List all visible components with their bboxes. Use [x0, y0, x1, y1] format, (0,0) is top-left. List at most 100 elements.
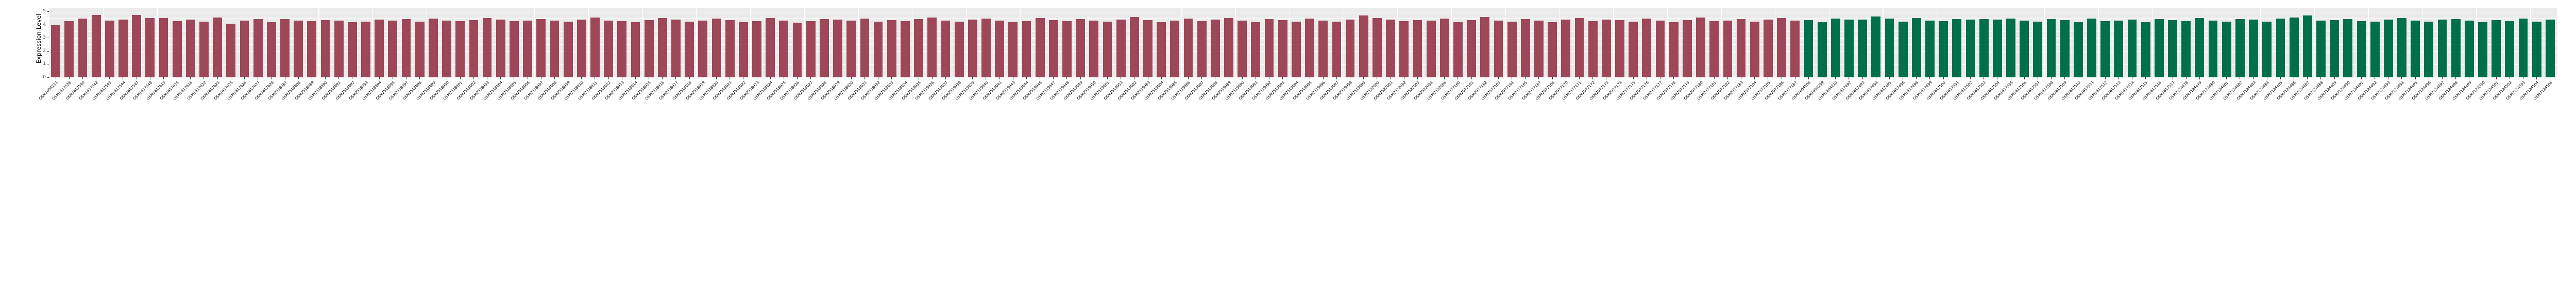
bar[interactable]	[981, 19, 991, 77]
bar[interactable]	[1925, 21, 1935, 77]
bar[interactable]	[954, 22, 964, 77]
bar[interactable]	[1601, 19, 1611, 77]
bar[interactable]	[995, 20, 1005, 77]
bar[interactable]	[1709, 21, 1719, 77]
bar[interactable]	[1413, 20, 1422, 77]
bar[interactable]	[1210, 20, 1220, 77]
bar[interactable]	[2222, 22, 2231, 77]
bar[interactable]	[766, 18, 775, 77]
bar[interactable]	[941, 21, 951, 77]
bar[interactable]	[1534, 21, 1544, 77]
bar[interactable]	[320, 20, 330, 77]
bar[interactable]	[1480, 17, 1490, 77]
bar[interactable]	[1197, 21, 1207, 77]
bar[interactable]	[2020, 21, 2029, 77]
bar[interactable]	[1750, 22, 1759, 77]
bar[interactable]	[1588, 21, 1598, 77]
bar[interactable]	[482, 18, 492, 77]
bar[interactable]	[725, 20, 735, 77]
bar[interactable]	[2195, 18, 2205, 77]
bar[interactable]	[617, 21, 627, 77]
bar[interactable]	[671, 19, 681, 77]
bar[interactable]	[1386, 19, 1395, 77]
bar[interactable]	[779, 20, 789, 77]
bar[interactable]	[2383, 19, 2393, 77]
bar[interactable]	[2437, 20, 2447, 77]
bar[interactable]	[2343, 19, 2353, 77]
bar[interactable]	[1723, 20, 1733, 77]
bar[interactable]	[1817, 22, 1827, 77]
bar[interactable]	[806, 21, 816, 77]
bar[interactable]	[1858, 20, 1868, 77]
bar[interactable]	[819, 19, 829, 77]
bar[interactable]	[1103, 21, 1112, 77]
bar[interactable]	[590, 18, 600, 77]
bar[interactable]	[1979, 19, 1989, 77]
bar[interactable]	[873, 22, 883, 77]
bar[interactable]	[105, 21, 114, 77]
bar[interactable]	[846, 21, 856, 77]
bar[interactable]	[550, 21, 560, 77]
bar[interactable]	[1669, 22, 1679, 77]
bar[interactable]	[253, 19, 263, 77]
bar[interactable]	[1292, 21, 1301, 77]
bar[interactable]	[1278, 20, 1287, 77]
bar[interactable]	[1076, 19, 1086, 77]
bar[interactable]	[1911, 18, 1921, 77]
bar[interactable]	[1224, 18, 1233, 77]
bar[interactable]	[901, 21, 910, 77]
bar[interactable]	[631, 22, 640, 77]
bar[interactable]	[172, 21, 182, 77]
bar[interactable]	[334, 21, 344, 77]
bar[interactable]	[2289, 17, 2299, 77]
bar[interactable]	[1022, 21, 1031, 77]
bar[interactable]	[1170, 21, 1180, 77]
bar[interactable]	[401, 19, 411, 77]
bar[interactable]	[644, 20, 654, 77]
bar[interactable]	[1359, 15, 1368, 77]
bar[interactable]	[2464, 20, 2474, 77]
bar[interactable]	[1939, 21, 1948, 77]
bar[interactable]	[496, 20, 505, 77]
bar[interactable]	[213, 18, 223, 77]
bar[interactable]	[1831, 18, 1840, 77]
bar[interactable]	[1844, 19, 1854, 77]
bar[interactable]	[1615, 20, 1624, 77]
bar[interactable]	[280, 19, 290, 77]
bar[interactable]	[1952, 19, 1962, 77]
bar[interactable]	[1318, 20, 1328, 77]
bar[interactable]	[132, 14, 142, 77]
bar[interactable]	[415, 22, 425, 77]
bar[interactable]	[1574, 18, 1584, 77]
bar[interactable]	[2411, 21, 2420, 77]
bar[interactable]	[1399, 21, 1409, 77]
bar[interactable]	[1804, 20, 1814, 77]
bar[interactable]	[2168, 20, 2177, 77]
bar[interactable]	[2127, 19, 2137, 77]
bar[interactable]	[91, 14, 101, 77]
bar[interactable]	[375, 20, 384, 77]
bar[interactable]	[2518, 18, 2528, 77]
bar[interactable]	[64, 21, 74, 77]
bar[interactable]	[1048, 20, 1058, 77]
bar[interactable]	[1682, 20, 1692, 77]
bar[interactable]	[1157, 22, 1166, 77]
bar[interactable]	[2276, 18, 2285, 77]
bar[interactable]	[1372, 18, 1382, 77]
bar[interactable]	[1332, 22, 1342, 77]
bar[interactable]	[2532, 21, 2541, 77]
bar[interactable]	[2357, 21, 2366, 77]
bar[interactable]	[347, 22, 357, 77]
bar[interactable]	[1885, 19, 1894, 77]
bar[interactable]	[1251, 22, 1261, 77]
bar[interactable]	[1655, 21, 1665, 77]
bar[interactable]	[51, 25, 60, 77]
bar[interactable]	[1467, 20, 1477, 77]
bar[interactable]	[2208, 21, 2218, 77]
bar[interactable]	[1426, 21, 1436, 77]
bar[interactable]	[1871, 16, 1881, 77]
bar[interactable]	[294, 21, 303, 77]
bar[interactable]	[927, 18, 937, 77]
bar[interactable]	[2100, 21, 2110, 77]
bar[interactable]	[1965, 19, 1975, 77]
